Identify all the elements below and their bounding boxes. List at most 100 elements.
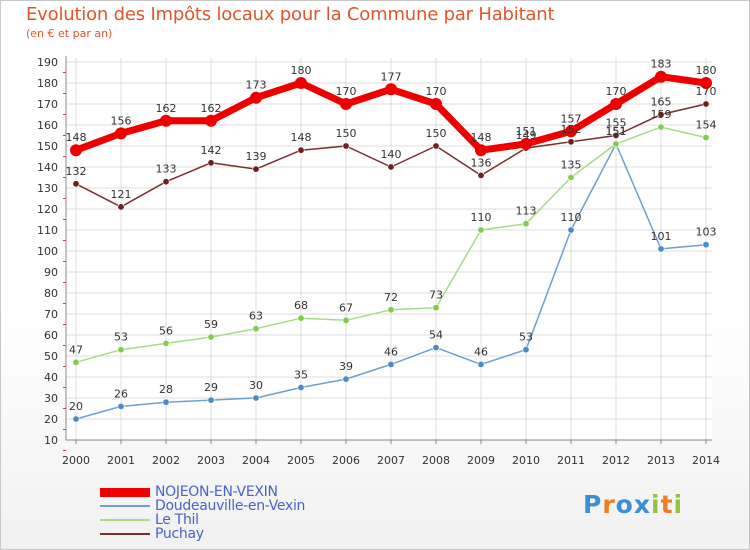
logo-letter: o (615, 490, 634, 519)
data-label: 46 (384, 345, 398, 358)
x-tick-label: 2002 (152, 454, 180, 467)
data-point (522, 220, 530, 228)
y-tick-label: 90 (44, 266, 58, 279)
y-tick-label: 110 (37, 224, 58, 237)
data-label: 170 (696, 85, 717, 98)
data-label: 47 (69, 343, 83, 356)
data-label: 159 (651, 108, 672, 121)
data-point (72, 358, 80, 366)
data-label: 150 (426, 127, 447, 140)
data-point (162, 398, 170, 406)
data-label: 136 (471, 156, 492, 169)
data-point (477, 171, 485, 179)
data-point (250, 91, 262, 104)
legend-label: Le Thil (155, 512, 199, 528)
data-label: 103 (696, 226, 717, 239)
data-point (295, 77, 307, 89)
data-label: 53 (519, 331, 533, 344)
y-tick-label: 100 (37, 245, 58, 258)
data-label: 35 (294, 369, 308, 382)
data-label: 148 (66, 131, 87, 144)
x-tick-label: 2000 (62, 454, 90, 467)
legend-swatch (100, 488, 150, 497)
data-point (610, 98, 622, 110)
data-point (297, 146, 305, 154)
legend-label: NOJEON-EN-VEXIN (155, 484, 278, 500)
data-label: 73 (429, 289, 443, 302)
data-label: 149 (516, 129, 537, 142)
data-label: 67 (339, 301, 353, 314)
data-label: 151 (606, 125, 627, 138)
x-tick-label: 2001 (107, 454, 135, 467)
data-point (657, 245, 665, 253)
data-point (70, 144, 82, 157)
data-label: 113 (516, 205, 537, 218)
data-point (115, 127, 127, 140)
logo-letter: P (583, 490, 603, 519)
data-label: 142 (201, 144, 222, 157)
y-tick-label: 160 (37, 119, 58, 132)
data-label: 173 (246, 79, 267, 92)
legend-label: Doudeauville-en-Vexin (155, 498, 306, 514)
data-point (432, 344, 440, 352)
data-label: 155 (606, 117, 627, 130)
data-point (207, 396, 215, 404)
data-point (700, 77, 712, 89)
data-label: 110 (471, 211, 492, 224)
data-label: 121 (111, 188, 132, 201)
data-label: 162 (156, 102, 177, 115)
y-tick-label: 150 (37, 140, 58, 153)
x-tick-label: 2007 (377, 454, 405, 467)
data-point (432, 142, 440, 150)
x-tick-label: 2014 (692, 454, 720, 467)
series-puchay (72, 100, 710, 211)
data-point (117, 346, 125, 354)
data-label: 177 (381, 70, 402, 83)
data-point (340, 98, 352, 110)
x-tick-label: 2009 (467, 454, 495, 467)
data-label: 20 (69, 400, 83, 413)
data-point (565, 125, 577, 138)
data-label: 133 (156, 163, 177, 176)
y-tick-label: 130 (37, 182, 58, 195)
data-point (252, 165, 260, 173)
x-tick-label: 2012 (602, 454, 630, 467)
data-point (342, 316, 350, 324)
data-label: 170 (336, 85, 357, 98)
data-point (117, 402, 125, 410)
data-label: 180 (696, 64, 717, 77)
data-point (162, 339, 170, 347)
y-tick-label: 170 (37, 98, 58, 111)
data-point (612, 140, 620, 148)
data-label: 140 (381, 148, 402, 161)
legend-swatch (100, 505, 150, 507)
data-point (252, 394, 260, 402)
data-point (205, 114, 217, 127)
data-point (342, 375, 350, 383)
data-label: 150 (336, 127, 357, 140)
data-point (567, 174, 575, 182)
data-point (432, 304, 440, 312)
x-tick-label: 2013 (647, 454, 675, 467)
y-tick-label: 190 (37, 56, 58, 69)
y-tick-label: 10 (44, 434, 58, 447)
chart-title: Evolution des Impôts locaux pour la Comm… (26, 4, 555, 25)
data-label: 151 (516, 125, 537, 138)
y-tick-label: 20 (44, 413, 58, 426)
data-label: 39 (339, 360, 353, 373)
logo-letter: i (673, 490, 684, 519)
data-label: 28 (159, 383, 173, 396)
data-label: 135 (561, 159, 582, 172)
data-point (655, 70, 667, 83)
data-point (477, 226, 485, 234)
y-tick-label: 120 (37, 203, 58, 216)
data-label: 101 (651, 230, 672, 243)
data-label: 170 (606, 85, 627, 98)
x-tick-label: 2003 (197, 454, 225, 467)
data-label: 154 (696, 119, 717, 132)
logo-letter: t (660, 490, 674, 519)
data-point (612, 132, 620, 140)
data-point (702, 100, 710, 108)
data-label: 162 (201, 102, 222, 115)
data-label: 110 (561, 211, 582, 224)
